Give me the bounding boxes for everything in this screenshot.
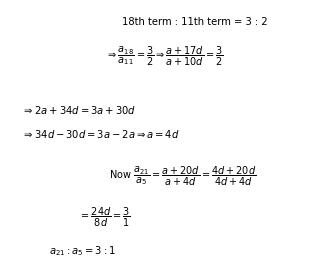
Text: $a_{21} : a_5 = 3 : 1$: $a_{21} : a_5 = 3 : 1$ xyxy=(49,244,116,258)
Text: $\mathrm{Now}\ \dfrac{a_{21}}{a_5} = \dfrac{a+20d}{a+4d} = \dfrac{4d+20d}{4d+4d}: $\mathrm{Now}\ \dfrac{a_{21}}{a_5} = \df… xyxy=(109,165,256,188)
Text: 18th term : 11th term = 3 : 2: 18th term : 11th term = 3 : 2 xyxy=(122,17,268,27)
Text: $\Rightarrow 34d - 30d = 3a - 2a \Rightarrow a = 4d$: $\Rightarrow 34d - 30d = 3a - 2a \Righta… xyxy=(22,128,179,140)
Text: $= \dfrac{24d}{8d} = \dfrac{3}{1}$: $= \dfrac{24d}{8d} = \dfrac{3}{1}$ xyxy=(79,206,131,229)
Text: $\Rightarrow \dfrac{a_{18}}{a_{11}} = \dfrac{3}{2} \Rightarrow \dfrac{a+17d}{a+1: $\Rightarrow \dfrac{a_{18}}{a_{11}} = \d… xyxy=(106,45,223,68)
Text: $\Rightarrow 2a + 34d = 3a + 30d$: $\Rightarrow 2a + 34d = 3a + 30d$ xyxy=(22,103,136,116)
